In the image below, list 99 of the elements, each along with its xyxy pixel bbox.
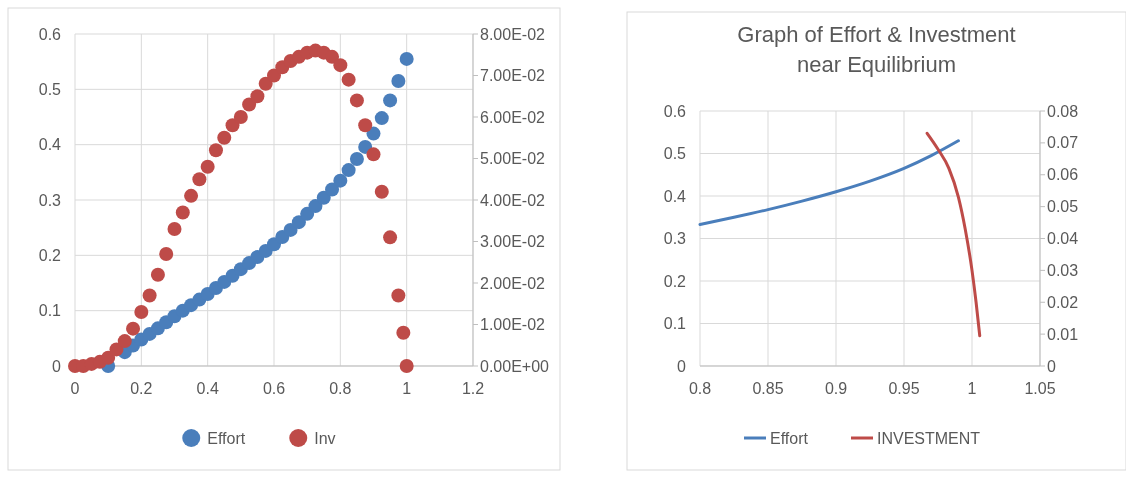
point — [316, 190, 331, 205]
y2-tick-label: 0.07 — [1047, 134, 1079, 152]
legend-label: Inv — [314, 429, 336, 447]
point — [349, 93, 364, 108]
point — [101, 350, 116, 365]
y2-tick-label: 5.00E-02 — [480, 150, 546, 168]
point — [225, 118, 240, 133]
point — [358, 118, 373, 133]
point — [374, 111, 389, 126]
x-tick-label: 0.4 — [196, 380, 219, 397]
y2-tick-label: 0.04 — [1047, 230, 1079, 248]
point — [233, 110, 248, 124]
x-tick-label: 0.9 — [824, 380, 848, 397]
y-tick-label: 0.2 — [38, 246, 62, 264]
point — [192, 172, 207, 187]
point — [391, 74, 406, 89]
x-tick-label: 0 — [70, 380, 80, 397]
y-tick-label: 0.1 — [663, 315, 687, 333]
x-tick-label: 0.2 — [130, 380, 153, 397]
point — [150, 267, 165, 282]
point — [325, 49, 340, 64]
point — [341, 163, 356, 178]
y-tick-label: 0.6 — [38, 25, 62, 43]
point — [333, 173, 348, 188]
point — [396, 325, 411, 340]
point — [267, 68, 281, 83]
point — [109, 342, 124, 357]
y2-tick-label: 7.00E-02 — [480, 67, 546, 85]
y-tick-label: 0.2 — [663, 272, 687, 290]
point — [126, 321, 141, 336]
y-tick-label: 0.4 — [663, 187, 687, 205]
y2-tick-label: 0.08 — [1047, 102, 1079, 120]
point — [175, 205, 190, 220]
x-tick-label: 1.2 — [461, 380, 485, 397]
point — [134, 305, 149, 320]
point — [349, 152, 364, 167]
line-series — [925, 131, 982, 338]
x-tick-label: 0.8 — [329, 380, 352, 397]
point — [341, 72, 356, 87]
x-tick-label: 1.05 — [1024, 380, 1056, 397]
point — [399, 359, 414, 373]
y2-tick-label: 0.06 — [1047, 166, 1079, 184]
point — [358, 139, 373, 154]
point — [283, 222, 298, 237]
point — [167, 222, 182, 237]
point — [308, 199, 323, 214]
point — [300, 206, 315, 221]
y-tick-label: 0.4 — [38, 136, 62, 154]
y-tick-label: 0 — [677, 357, 687, 375]
point — [184, 188, 199, 203]
legend-label: INVESTMENT — [877, 429, 981, 447]
point — [374, 184, 389, 199]
y-tick-label: 0.3 — [38, 191, 62, 209]
y-tick-label: 0.5 — [663, 145, 687, 163]
y2-tick-label: 0.01 — [1047, 325, 1079, 343]
point — [258, 76, 273, 91]
point — [250, 89, 265, 104]
y-tick-label: 0.5 — [38, 80, 62, 98]
point — [333, 58, 348, 73]
x-tick-label: 1 — [402, 380, 412, 397]
legend-label: Effort — [207, 429, 246, 447]
y2-tick-label: 1.00E-02 — [480, 316, 546, 334]
x-tick-label: 0.8 — [688, 380, 712, 397]
line-series — [698, 139, 960, 226]
point — [142, 288, 157, 303]
y2-tick-label: 2.00E-02 — [480, 274, 546, 292]
x-tick-label: 0.6 — [262, 380, 286, 397]
point — [275, 230, 290, 245]
point — [200, 159, 215, 174]
legend-label: Effort — [770, 429, 809, 447]
point — [366, 147, 381, 162]
y2-tick-label: 0 — [1047, 357, 1056, 375]
point — [383, 230, 398, 245]
y2-tick-label: 4.00E-02 — [480, 191, 546, 209]
y2-tick-label: 0.00E+00 — [480, 357, 550, 375]
chart-title: Graph of Effort & Investment near Equilibrium — [737, 22, 1016, 77]
y2-tick-label: 0.03 — [1047, 261, 1079, 279]
y-tick-label: 0.6 — [663, 102, 687, 120]
point — [217, 130, 232, 145]
point — [242, 97, 257, 112]
x-tick-label: 1 — [967, 380, 977, 397]
point — [208, 143, 223, 158]
y2-tick-label: 0.05 — [1047, 198, 1079, 216]
point — [291, 215, 306, 230]
point — [383, 93, 398, 108]
y2-tick-label: 3.00E-02 — [480, 233, 546, 251]
point — [325, 182, 340, 197]
x-tick-label: 0.85 — [752, 380, 784, 397]
y2-tick-label: 6.00E-02 — [480, 108, 546, 126]
point — [117, 334, 132, 349]
y2-tick-label: 8.00E-02 — [480, 25, 546, 43]
point — [391, 288, 406, 303]
point — [399, 51, 414, 66]
y-tick-label: 0 — [52, 357, 62, 375]
point — [159, 246, 174, 261]
y-tick-label: 0.3 — [663, 230, 687, 248]
x-tick-label: 0.95 — [888, 380, 920, 397]
y-tick-label: 0.1 — [38, 302, 62, 320]
y2-tick-label: 0.02 — [1047, 293, 1079, 311]
